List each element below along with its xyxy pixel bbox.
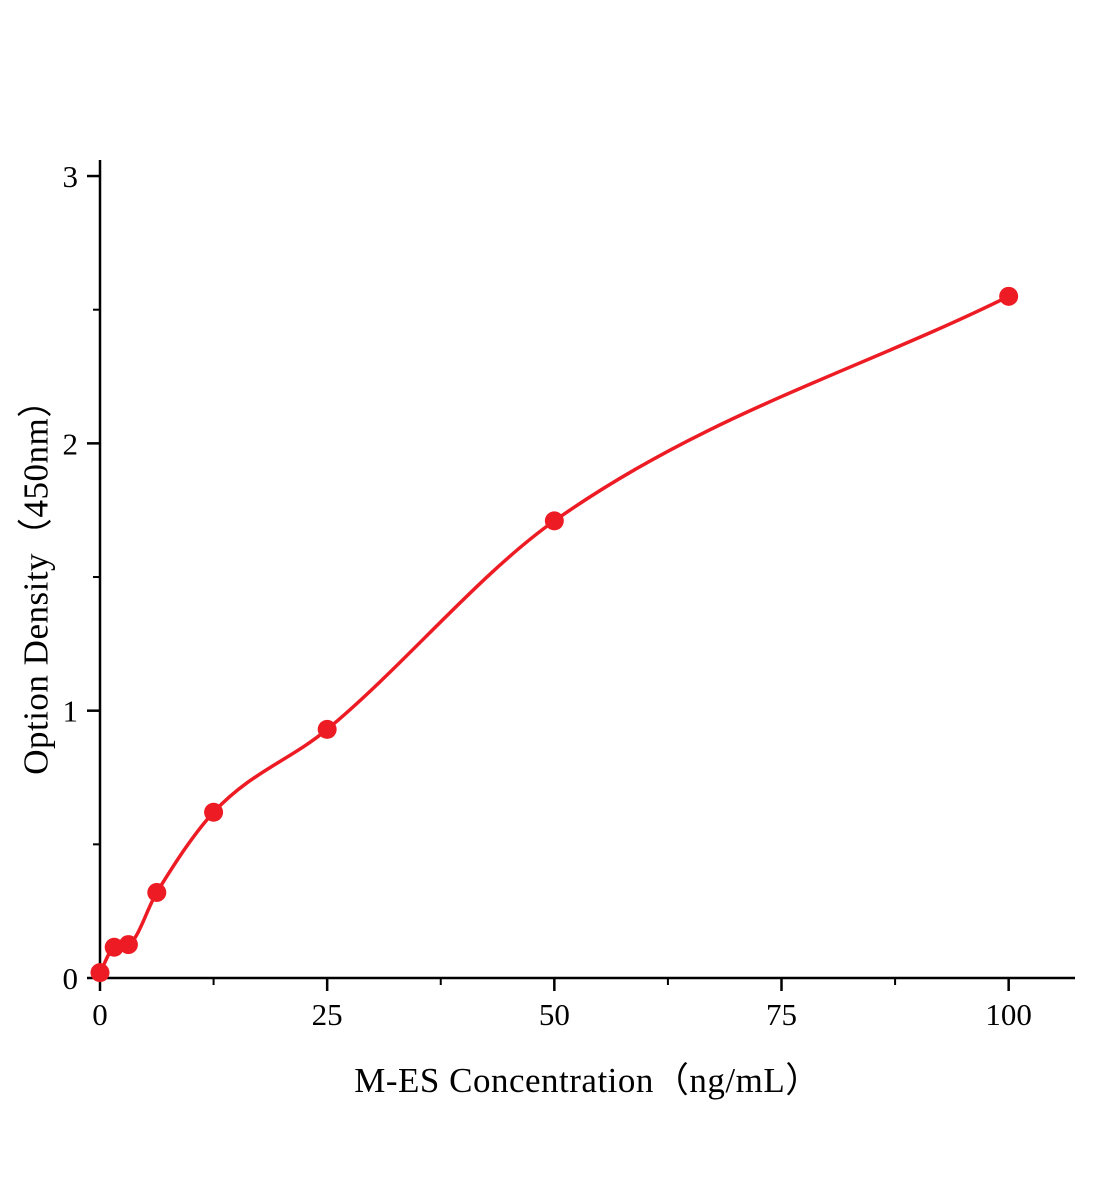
y-axis-title: Option Density（450nm）: [16, 382, 56, 775]
data-point: [90, 963, 110, 983]
x-tick-label: 25: [312, 997, 343, 1032]
fit-curve: [98, 294, 1011, 975]
data-point: [999, 286, 1019, 306]
data-point: [118, 935, 138, 955]
y-tick-label: 2: [63, 426, 79, 461]
y-tick-label: 1: [63, 694, 79, 729]
x-tick-label: 0: [92, 997, 108, 1032]
y-tick-label: 0: [63, 961, 79, 996]
x-tick-label: 100: [985, 997, 1032, 1032]
x-axis-title: M-ES Concentration（ng/mL）: [354, 1061, 821, 1100]
data-point: [317, 719, 337, 739]
y-tick-label: 3: [63, 159, 79, 194]
data-point: [147, 882, 167, 902]
data-point: [204, 802, 224, 822]
x-tick-label: 50: [539, 997, 570, 1032]
x-tick-label: 75: [766, 997, 797, 1032]
data-point: [544, 511, 564, 531]
data-point: [104, 937, 124, 957]
